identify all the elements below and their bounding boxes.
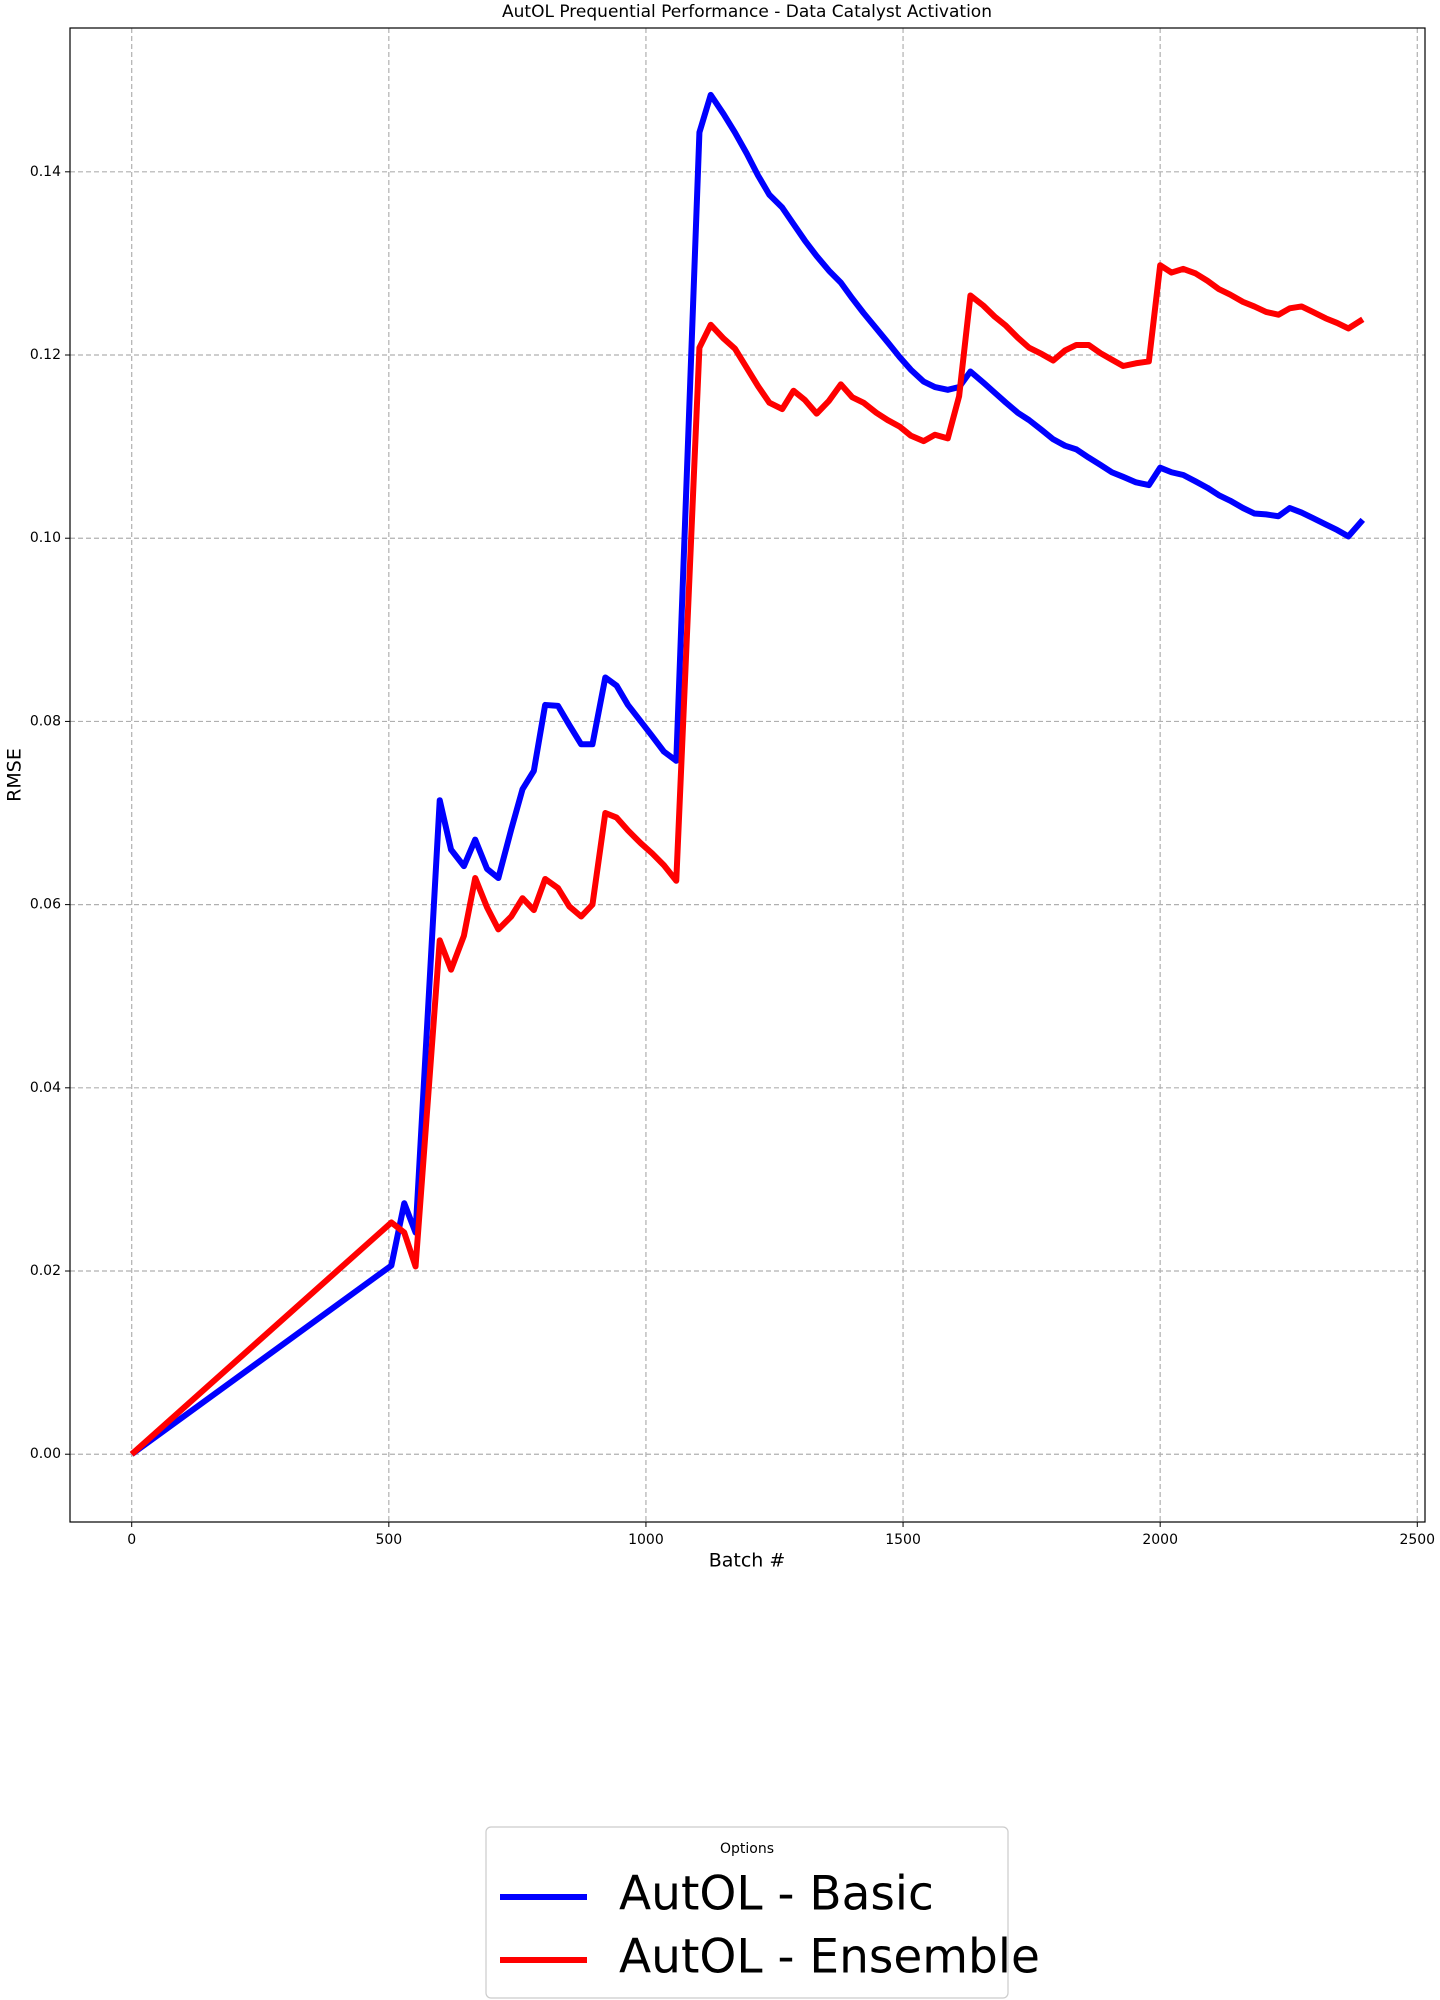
line-series — [129, 91, 1366, 1457]
legend-label: AutOL - Basic — [619, 1867, 934, 1922]
y-tick-label: 0.02 — [30, 1263, 61, 1279]
x-tick-label: 500 — [375, 1532, 402, 1548]
x-tick-label: 0 — [127, 1532, 136, 1548]
line-series — [129, 262, 1365, 1457]
legend-label: AutOL - Ensemble — [619, 1930, 1040, 1985]
y-tick-label: 0.08 — [30, 713, 61, 729]
x-axis-label: Batch # — [709, 1550, 786, 1572]
y-axis-label: RMSE — [4, 748, 26, 802]
y-tick-label: 0.04 — [30, 1080, 61, 1096]
x-tick-label: 2500 — [1399, 1532, 1435, 1548]
y-tick-label: 0.00 — [30, 1446, 61, 1462]
x-tick-label: 1500 — [885, 1532, 921, 1548]
x-tick-label: 1000 — [628, 1532, 664, 1548]
legend-box — [485, 1826, 1009, 1999]
chart-title: AutOL Prequential Performance - Data Cat… — [502, 2, 992, 22]
x-tick-label: 2000 — [1142, 1532, 1178, 1548]
y-tick-label: 0.14 — [30, 164, 61, 180]
legend-title: Options — [720, 1841, 774, 1857]
y-tick-label: 0.06 — [30, 897, 61, 913]
y-tick-label: 0.12 — [30, 347, 61, 363]
y-tick-label: 0.10 — [30, 530, 61, 546]
plot-frame — [69, 27, 1426, 1523]
